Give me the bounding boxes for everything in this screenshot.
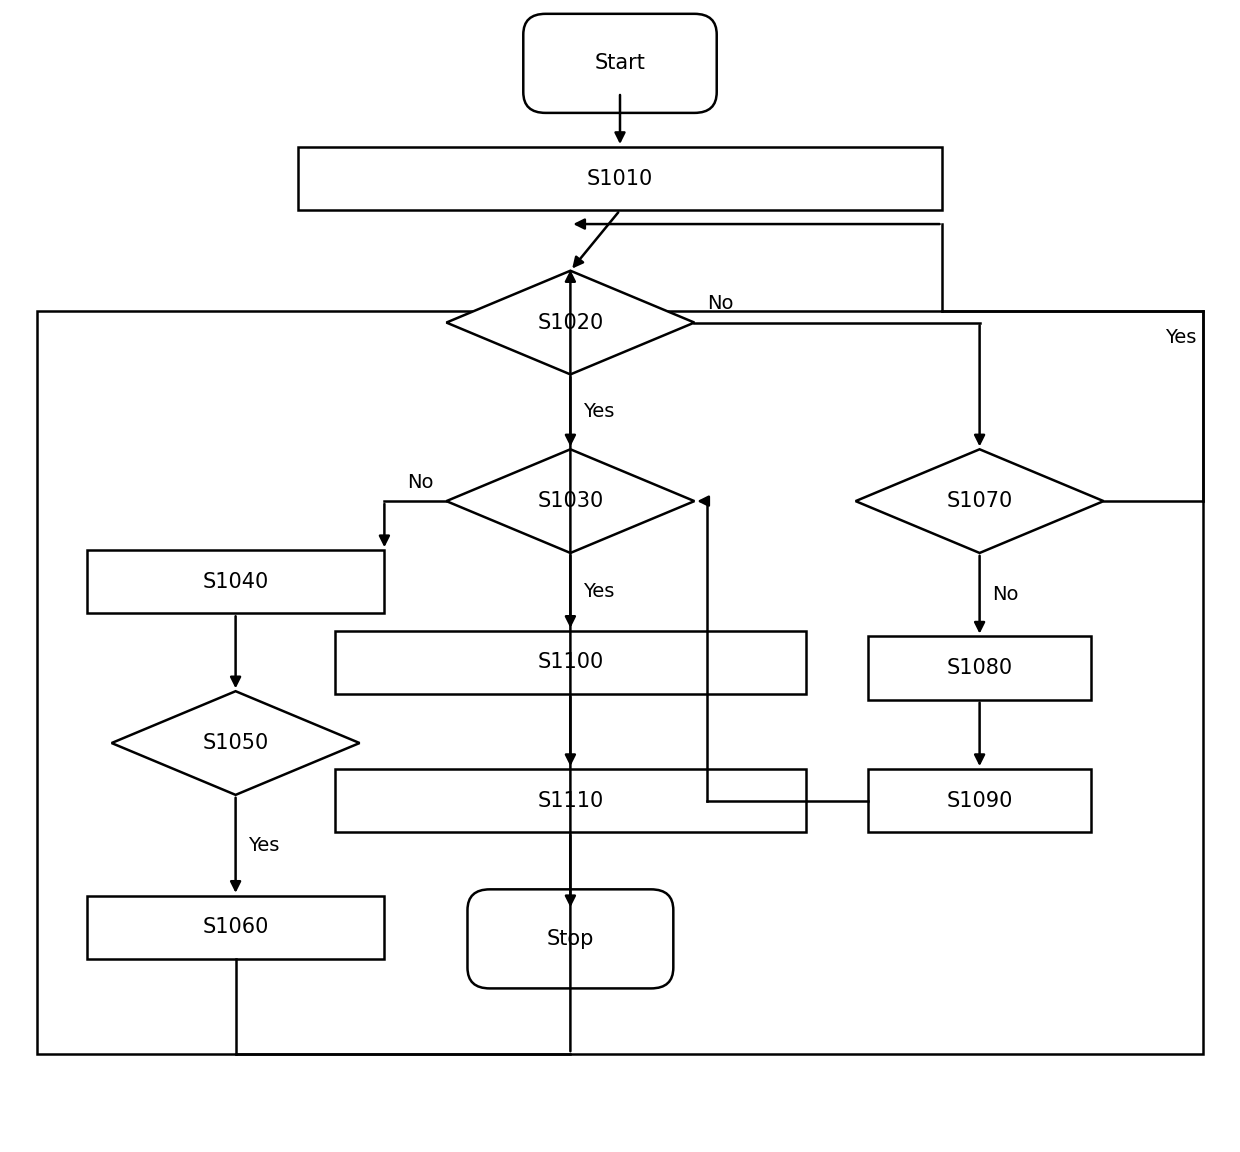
Text: Yes: Yes (583, 402, 614, 422)
Text: No: No (408, 473, 434, 492)
Bar (335, 631, 806, 694)
Text: S1020: S1020 (537, 312, 604, 333)
Bar (868, 770, 1091, 832)
Text: S1060: S1060 (202, 917, 269, 938)
Text: Yes: Yes (583, 583, 614, 601)
Bar (37, 311, 1203, 1054)
Text: S1080: S1080 (946, 658, 1013, 679)
Polygon shape (446, 271, 694, 374)
Text: No: No (707, 295, 733, 313)
Polygon shape (446, 449, 694, 553)
Text: S1030: S1030 (537, 491, 604, 511)
Bar (868, 636, 1091, 700)
FancyBboxPatch shape (523, 14, 717, 113)
Text: Stop: Stop (547, 929, 594, 949)
Text: S1110: S1110 (537, 790, 604, 811)
Bar (298, 147, 942, 211)
Text: S1010: S1010 (587, 168, 653, 189)
Polygon shape (112, 691, 360, 795)
Text: S1100: S1100 (537, 652, 604, 673)
Text: Yes: Yes (1166, 328, 1197, 347)
Bar (87, 896, 384, 958)
Bar (335, 770, 806, 832)
FancyBboxPatch shape (467, 889, 673, 988)
Text: Start: Start (594, 53, 646, 74)
Text: S1050: S1050 (202, 733, 269, 753)
Text: S1070: S1070 (946, 491, 1013, 511)
Bar (87, 551, 384, 614)
Polygon shape (856, 449, 1104, 553)
Text: No: No (992, 585, 1018, 604)
Text: S1040: S1040 (202, 571, 269, 592)
Text: Yes: Yes (248, 836, 279, 855)
Text: S1090: S1090 (946, 790, 1013, 811)
